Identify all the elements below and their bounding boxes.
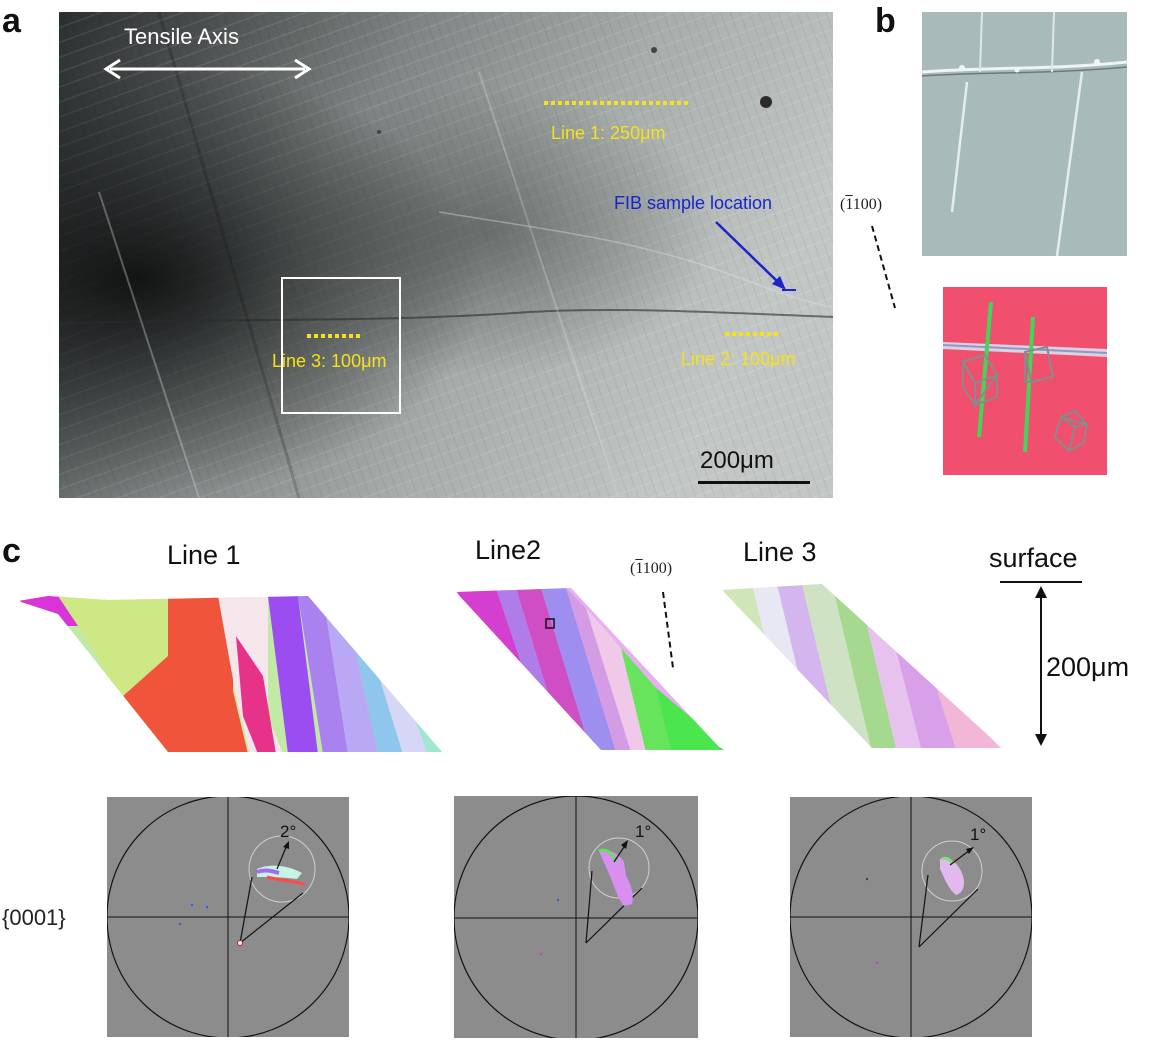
optical-zoom-image bbox=[921, 11, 1128, 257]
plane-label-c: (1100) bbox=[630, 560, 673, 577]
line2-title: Line2 bbox=[475, 535, 542, 565]
fib-location-label: FIB sample location bbox=[614, 193, 773, 213]
plane-trace-b bbox=[871, 225, 896, 309]
ebsd-zoom-map bbox=[942, 287, 1108, 475]
tensile-axis-arrow bbox=[103, 58, 312, 80]
depth-scale-label: 200μm bbox=[1046, 652, 1130, 682]
pole-figure-line1 bbox=[106, 795, 350, 1039]
pole-figure-line3 bbox=[789, 795, 1033, 1039]
fib-arrow bbox=[715, 221, 796, 291]
line2-marker bbox=[725, 332, 779, 336]
line1-label: Line 1: 250μm bbox=[551, 123, 666, 143]
optical-micrograph bbox=[58, 11, 834, 499]
pole-figure-line2 bbox=[453, 795, 699, 1041]
panel-b-letter: b bbox=[875, 2, 896, 40]
surface-line bbox=[1000, 581, 1082, 583]
pole2-angle: 1° bbox=[635, 822, 652, 841]
line1-title: Line 1 bbox=[167, 540, 241, 570]
plane-label-b: (1100) bbox=[840, 196, 883, 213]
line3-box bbox=[281, 277, 401, 414]
line3-label: Line 3: 100μm bbox=[272, 351, 387, 371]
line1-marker bbox=[544, 101, 688, 105]
ebsd-map-line2 bbox=[456, 588, 732, 752]
panel-a-letter: a bbox=[2, 2, 21, 40]
line3-marker bbox=[307, 334, 361, 338]
depth-arrow bbox=[1035, 586, 1047, 746]
scale-bar-label: 200μm bbox=[700, 447, 774, 474]
line3-title: Line 3 bbox=[743, 537, 817, 567]
panel-c-letter: c bbox=[2, 532, 21, 570]
scale-bar bbox=[698, 481, 810, 484]
plane-trace-c bbox=[662, 591, 674, 669]
surface-label: surface bbox=[989, 543, 1078, 573]
micrograph-image bbox=[58, 11, 834, 499]
pole1-angle: 2° bbox=[280, 822, 297, 841]
ebsd-map-line3 bbox=[722, 584, 1004, 752]
tensile-axis-label: Tensile Axis bbox=[124, 24, 239, 49]
ebsd-map-line1 bbox=[18, 596, 442, 754]
pole-figure-label: {0001} bbox=[2, 905, 66, 930]
pole3-angle: 1° bbox=[970, 825, 987, 844]
line2-label: Line 2: 100μm bbox=[681, 349, 796, 369]
